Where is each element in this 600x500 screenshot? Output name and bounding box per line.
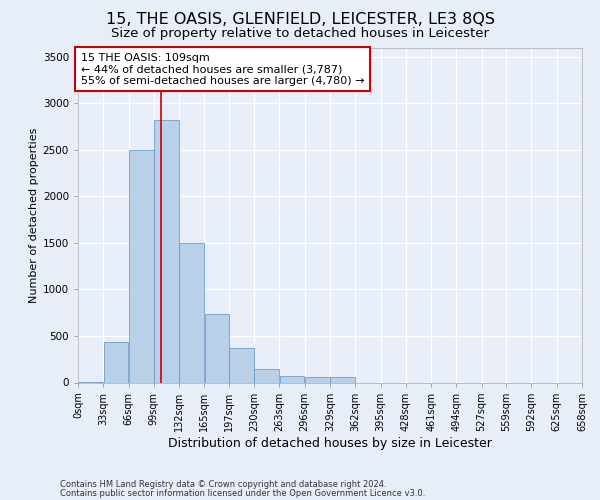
Bar [254, 368, 279, 382]
Bar [104, 342, 128, 382]
Bar [205, 314, 229, 382]
Text: 15, THE OASIS, GLENFIELD, LEICESTER, LE3 8QS: 15, THE OASIS, GLENFIELD, LEICESTER, LE3… [106, 12, 494, 28]
Y-axis label: Number of detached properties: Number of detached properties [29, 128, 38, 302]
Bar [331, 378, 355, 382]
Bar [179, 243, 204, 382]
Bar [229, 348, 254, 382]
Text: Contains HM Land Registry data © Crown copyright and database right 2024.: Contains HM Land Registry data © Crown c… [60, 480, 386, 489]
Text: Contains public sector information licensed under the Open Government Licence v3: Contains public sector information licen… [60, 488, 425, 498]
Bar [129, 150, 154, 382]
Text: Size of property relative to detached houses in Leicester: Size of property relative to detached ho… [111, 28, 489, 40]
Bar [280, 376, 304, 382]
Text: 15 THE OASIS: 109sqm
← 44% of detached houses are smaller (3,787)
55% of semi-de: 15 THE OASIS: 109sqm ← 44% of detached h… [80, 52, 364, 86]
Bar [305, 377, 329, 382]
X-axis label: Distribution of detached houses by size in Leicester: Distribution of detached houses by size … [168, 436, 492, 450]
Bar [154, 120, 179, 382]
